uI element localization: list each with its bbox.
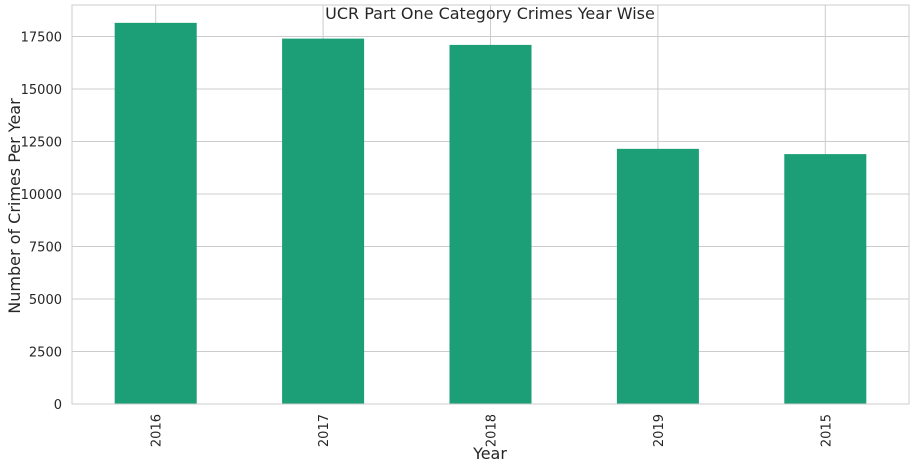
plot-frame (71, 4, 910, 405)
bar-2016 (114, 22, 197, 404)
y-tick-label: 5000 (29, 293, 62, 308)
bar-layer (114, 22, 867, 405)
y-tick-label: 10000 (21, 188, 62, 203)
x-tick-label: 2018 (485, 414, 500, 447)
y-tick-label: 2500 (29, 346, 62, 361)
bar-2018 (449, 44, 532, 405)
y-tick-label: 7500 (29, 241, 62, 256)
y-axis-label: Number of Crimes Per Year (5, 98, 24, 314)
bar-2015 (784, 154, 867, 404)
x-tick-label: 2019 (652, 414, 667, 447)
x-tick-label: 2017 (317, 414, 332, 447)
bar-2017 (282, 38, 365, 404)
tick-layer: 0 2500 5000 7500 10000 12500 15000 17500 2016 201… (21, 31, 835, 448)
y-tick-label: 17500 (21, 31, 62, 46)
chart-title: UCR Part One Category Crimes Year Wise (325, 4, 655, 23)
bar-2019 (616, 148, 699, 404)
x-tick-label: 2015 (819, 414, 834, 447)
x-axis-label: Year (472, 444, 507, 463)
x-tick-label: 2016 (150, 414, 165, 447)
y-tick-label: 15000 (21, 83, 62, 98)
y-tick-label: 12500 (21, 136, 62, 151)
y-tick-label: 0 (54, 398, 62, 413)
